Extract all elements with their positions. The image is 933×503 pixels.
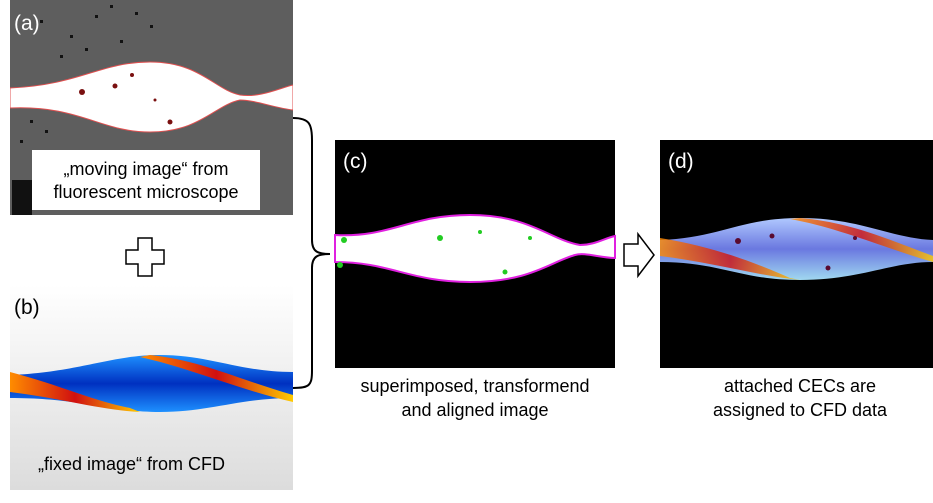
bracket bbox=[293, 118, 330, 388]
caption-line: assigned to CFD data bbox=[713, 400, 888, 420]
figure: (a) „moving image“ from fluorescent micr… bbox=[0, 0, 933, 498]
caption-line: superimposed, transformend bbox=[360, 376, 589, 396]
panel-label: (a) bbox=[14, 12, 40, 35]
caption-line: fluorescent microscope bbox=[53, 182, 238, 202]
panel-label: (b) bbox=[14, 296, 40, 319]
page: {"panels": [ {"label": "(a)", "caption":… bbox=[0, 0, 933, 503]
panel-d: (d) attached CECs are assigned to CFD da… bbox=[660, 140, 933, 420]
caption-line: „fixed image“ from CFD bbox=[38, 454, 225, 474]
panel-label: (d) bbox=[668, 150, 694, 173]
caption-line: attached CECs are bbox=[724, 376, 876, 396]
caption-line: „moving image“ from bbox=[63, 159, 228, 179]
arrow-icon bbox=[624, 234, 654, 276]
panel-c: (c) superimposed, transformend and align… bbox=[335, 140, 615, 420]
plus-icon bbox=[126, 238, 164, 276]
panel-a: (a) „moving image“ from fluorescent micr… bbox=[10, 0, 293, 215]
caption-line: and aligned image bbox=[401, 400, 548, 420]
panel-b: (b) „fixed image“ from CFD bbox=[10, 285, 293, 490]
panel-label: (c) bbox=[343, 150, 368, 173]
